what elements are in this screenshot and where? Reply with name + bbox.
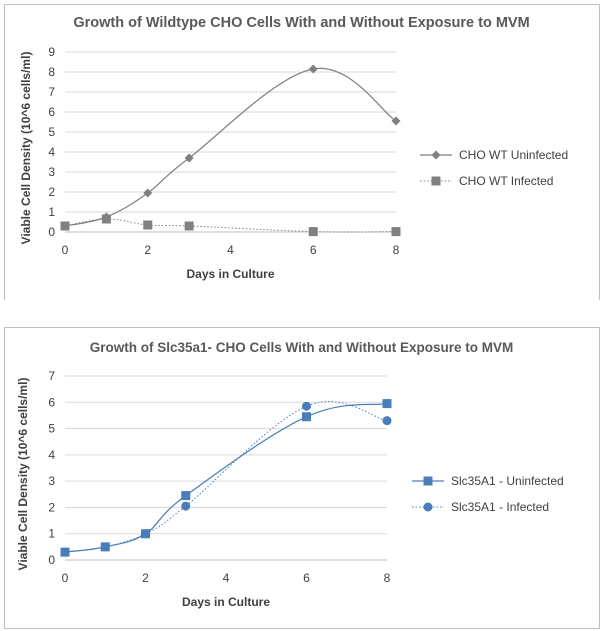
chart-title: Growth of Slc35a1- CHO Cells With and Wi…: [90, 340, 514, 355]
x-tick-label: 0: [62, 571, 69, 585]
legend-entry: Slc35A1 - Uninfected: [412, 474, 564, 488]
y-axis-label: Viable Cell Density (10^6 cells/ml): [19, 52, 33, 245]
chart-slc35a1: Growth of Slc35a1- CHO Cells With and Wi…: [4, 327, 600, 629]
y-tick-label: 2: [48, 185, 55, 199]
x-tick-label: 4: [227, 243, 234, 257]
x-tick-label: 8: [384, 571, 391, 585]
series-line: [64, 401, 388, 553]
x-tick-label: 0: [62, 243, 69, 257]
y-tick-label: 1: [48, 205, 55, 219]
y-tick-label: 2: [48, 500, 55, 514]
series-2: [60, 214, 401, 237]
legend-entry: Slc35A1 - Infected: [412, 500, 549, 514]
legend-marker: [431, 150, 441, 160]
data-point: [308, 227, 318, 237]
y-tick-label: 0: [48, 553, 55, 567]
legend-label: Slc35A1 - Infected: [451, 500, 549, 514]
data-point: [101, 214, 111, 224]
data-point: [60, 547, 70, 557]
y-axis-label: Viable Cell Density (10^6 cells/ml): [16, 378, 30, 571]
y-tick-label: 7: [48, 369, 55, 383]
y-tick-label: 4: [48, 145, 55, 159]
chart-panel-wildtype: Growth of Wildtype CHO Cells With and Wi…: [0, 0, 603, 300]
data-point: [60, 221, 70, 231]
data-point: [391, 116, 401, 126]
data-point: [143, 220, 153, 230]
chart-wildtype: Growth of Wildtype CHO Cells With and Wi…: [4, 4, 600, 300]
data-point: [382, 416, 392, 426]
y-tick-label: 5: [48, 125, 55, 139]
y-tick-label: 6: [48, 105, 55, 119]
y-tick-label: 9: [48, 45, 55, 59]
legend-marker: [423, 502, 433, 512]
x-tick-label: 6: [310, 243, 317, 257]
data-point: [181, 491, 191, 501]
legend-entry: CHO WT Uninfected: [420, 148, 568, 162]
data-point: [100, 542, 110, 552]
series-line: [64, 218, 397, 233]
legend-marker: [423, 476, 433, 486]
chart-panel-slc35a1: Growth of Slc35a1- CHO Cells With and Wi…: [0, 325, 603, 631]
x-tick-label: 6: [303, 571, 310, 585]
legend-label: Slc35A1 - Uninfected: [451, 474, 564, 488]
chart-border: [4, 327, 600, 629]
data-point: [391, 227, 401, 237]
gridlines: [65, 375, 387, 535]
y-tick-label: 8: [48, 65, 55, 79]
x-tick-label: 4: [223, 571, 230, 585]
legend-label: CHO WT Infected: [459, 174, 553, 188]
x-tick-label: 8: [393, 243, 400, 257]
y-tick-label: 4: [48, 448, 55, 462]
legend-marker: [431, 176, 441, 186]
y-tick-label: 1: [48, 527, 55, 541]
x-axis-label: Days in Culture: [186, 267, 274, 281]
data-point: [141, 529, 150, 539]
legend-entry: CHO WT Infected: [420, 174, 553, 188]
data-point: [143, 188, 153, 198]
data-point: [302, 401, 311, 411]
data-point: [302, 412, 311, 422]
data-point: [308, 64, 318, 74]
data-point: [181, 501, 191, 511]
x-tick-label: 2: [144, 243, 151, 257]
y-tick-label: 7: [48, 85, 55, 99]
y-tick-label: 3: [48, 165, 55, 179]
data-point: [184, 221, 194, 231]
y-tick-label: 3: [48, 474, 55, 488]
x-axis-label: Days in Culture: [182, 595, 270, 609]
gridlines: [65, 51, 396, 213]
data-point: [184, 153, 194, 163]
legend-label: CHO WT Uninfected: [459, 148, 568, 162]
series-2: [60, 401, 392, 557]
y-tick-label: 0: [48, 225, 55, 239]
x-tick-label: 2: [142, 571, 149, 585]
chart-title: Growth of Wildtype CHO Cells With and Wi…: [73, 15, 529, 31]
data-point: [382, 399, 392, 409]
y-tick-label: 5: [48, 422, 55, 436]
y-tick-label: 6: [48, 395, 55, 409]
